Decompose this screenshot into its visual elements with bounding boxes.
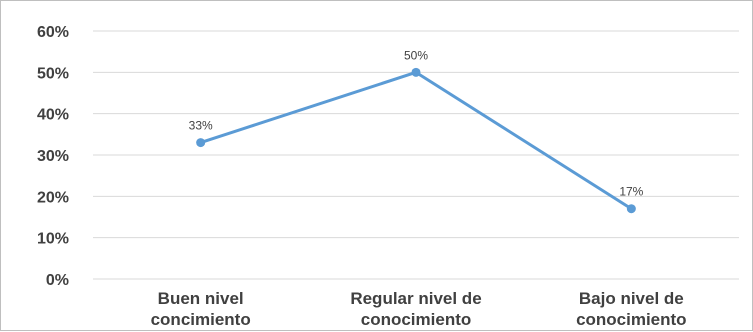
y-tick-label: 0% [46,272,69,289]
data-label: 50% [404,48,428,62]
x-category-label-line: conocimiento [361,310,472,329]
y-axis-tick-labels: 0% 10% 20% 30% 40% 50% 60% [37,24,69,289]
y-tick-label: 10% [37,231,69,248]
x-category-label: Regular nivel de conocimiento [350,289,481,329]
series-line [200,70,633,211]
data-point [196,138,206,148]
y-tick-label: 20% [37,189,69,206]
x-category-label-line: Buen nivel [158,289,244,308]
y-tick-label: 40% [37,107,69,124]
data-point [411,67,421,77]
x-category-label-line: Regular nivel de [350,289,481,308]
data-labels: 33% 50% 17% [189,48,644,198]
data-point [626,204,636,214]
x-category-label-line: conocimiento [576,310,687,329]
x-category-label-line: concimiento [151,310,251,329]
data-label: 33% [189,119,213,133]
y-tick-label: 50% [37,65,69,82]
series [196,67,636,214]
y-tick-label: 30% [37,148,69,165]
x-category-label: Buen nivel concimiento [151,289,251,329]
x-category-label: Bajo nivel de conocimiento [576,289,687,329]
x-axis-category-labels: Buen nivel concimiento Regular nivel de con… [151,289,687,329]
y-tick-label: 60% [37,24,69,41]
x-category-label-line: Bajo nivel de [579,289,684,308]
data-label: 17% [619,185,643,199]
